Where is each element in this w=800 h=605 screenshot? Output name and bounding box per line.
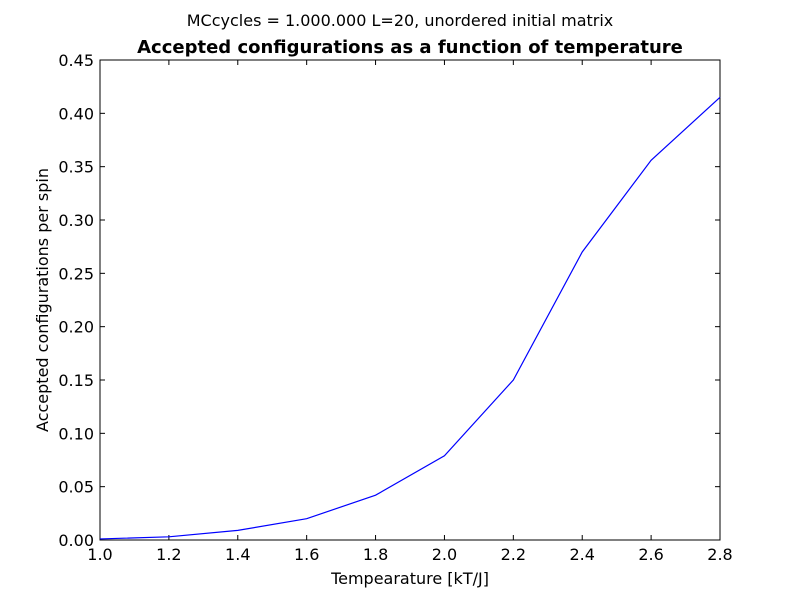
x-tick-label: 2.0: [432, 545, 457, 564]
y-tick-label: 0.35: [58, 158, 94, 177]
x-tick-label: 2.2: [501, 545, 526, 564]
x-tick-label: 1.4: [225, 545, 250, 564]
y-tick-label: 0.20: [58, 318, 94, 337]
chart-suptitle: MCcycles = 1.000.000 L=20, unordered ini…: [187, 11, 614, 30]
x-tick-label: 2.6: [638, 545, 663, 564]
y-tick-label: 0.40: [58, 104, 94, 123]
y-tick-label: 0.45: [58, 51, 94, 70]
y-tick-label: 0.10: [58, 424, 94, 443]
x-tick-label: 1.2: [156, 545, 181, 564]
y-axis-label: Accepted configurations per spin: [33, 168, 52, 432]
y-tick-label: 0.00: [58, 531, 94, 550]
x-axis-label: Tempearature [kT/J]: [330, 569, 489, 588]
chart-title: Accepted configurations as a function of…: [137, 37, 683, 58]
x-tick-label: 2.4: [569, 545, 594, 564]
x-tick-label: 1.6: [294, 545, 319, 564]
y-tick-label: 0.05: [58, 478, 94, 497]
y-tick-label: 0.15: [58, 371, 94, 390]
plot-frame: [100, 60, 720, 540]
y-tick-label: 0.30: [58, 211, 94, 230]
series-line: [100, 97, 720, 539]
x-tick-label: 2.8: [707, 545, 732, 564]
x-tick-label: 1.8: [363, 545, 388, 564]
y-tick-label: 0.25: [58, 264, 94, 283]
